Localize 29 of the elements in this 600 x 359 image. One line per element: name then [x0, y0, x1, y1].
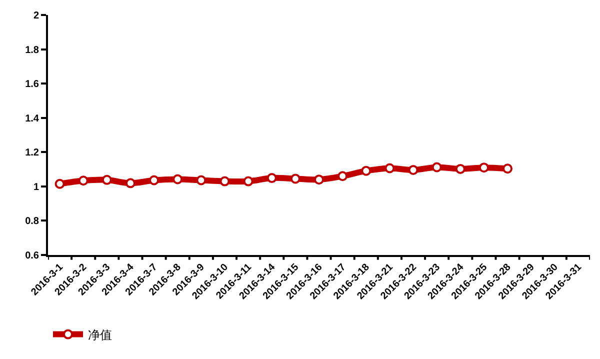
- point: [172, 174, 183, 184]
- point: [408, 164, 418, 175]
- y-tick-label: 1.8: [25, 44, 40, 56]
- point: [455, 164, 466, 174]
- point: [266, 173, 277, 184]
- point: [478, 162, 489, 173]
- point: [290, 174, 300, 184]
- point: [384, 163, 395, 174]
- legend-label: 净值: [88, 328, 112, 342]
- y-tick-label: 1.6: [25, 79, 40, 90]
- y-tick-label: 1.2: [25, 148, 40, 159]
- point: [149, 175, 160, 186]
- y-tick-label: 1: [33, 182, 40, 193]
- point: [502, 164, 513, 174]
- point: [314, 174, 324, 185]
- point: [361, 166, 372, 176]
- y-tick-label: 0.6: [25, 250, 40, 262]
- point: [432, 162, 442, 172]
- point: [125, 178, 136, 188]
- y-tick-label: 2: [33, 10, 40, 22]
- point: [243, 176, 254, 186]
- point: [220, 176, 230, 186]
- point: [196, 175, 206, 186]
- point: [78, 176, 88, 186]
- y-tick-label: 1.4: [25, 113, 40, 124]
- point: [338, 171, 348, 182]
- point: [54, 178, 65, 189]
- point: [102, 174, 112, 185]
- y-tick-label: 0.8: [25, 216, 40, 228]
